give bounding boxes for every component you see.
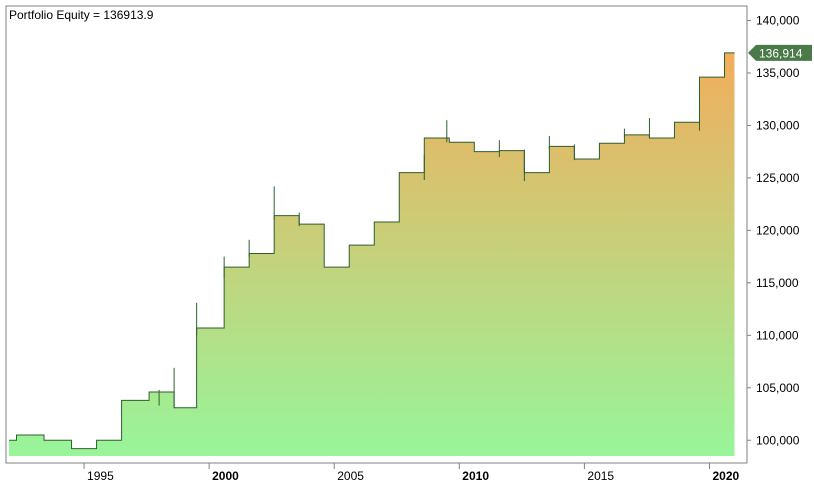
last-value-tag: 136,914 bbox=[748, 44, 812, 61]
x-tick-label: 2010 bbox=[462, 469, 489, 483]
equity-line bbox=[9, 52, 735, 450]
last-value-label: 136,914 bbox=[759, 46, 803, 60]
y-tick-label: 130,000 bbox=[756, 118, 800, 132]
x-tick-label: 2015 bbox=[587, 469, 614, 483]
y-tick-label: 100,000 bbox=[756, 433, 800, 447]
x-tick-label: 2020 bbox=[712, 469, 739, 483]
y-tick-label: 110,000 bbox=[756, 328, 799, 342]
y-tick-label: 120,000 bbox=[756, 223, 800, 237]
y-tick-label: 115,000 bbox=[756, 276, 799, 290]
x-tick-label: 2005 bbox=[337, 469, 364, 483]
equity-area-layer bbox=[9, 52, 735, 456]
chart-title: Portfolio Equity = 136913.9 bbox=[9, 8, 154, 22]
y-tick-label: 135,000 bbox=[756, 66, 800, 80]
equity-area bbox=[9, 52, 735, 456]
y-tick-label: 140,000 bbox=[756, 13, 800, 27]
equity-line-layer bbox=[9, 52, 735, 450]
y-tick-label: 125,000 bbox=[756, 171, 800, 185]
y-tick-label: 105,000 bbox=[756, 381, 800, 395]
x-axis: 1995 2000 2005 2010 2015 2020 bbox=[83, 463, 739, 483]
y-axis: 100,000 105,000 110,000 115,000 120,000 125,0… bbox=[747, 13, 800, 447]
last-value-tag-shape bbox=[748, 44, 812, 61]
x-tick-label: 1995 bbox=[87, 469, 114, 483]
x-tick-label: 2000 bbox=[212, 469, 239, 483]
